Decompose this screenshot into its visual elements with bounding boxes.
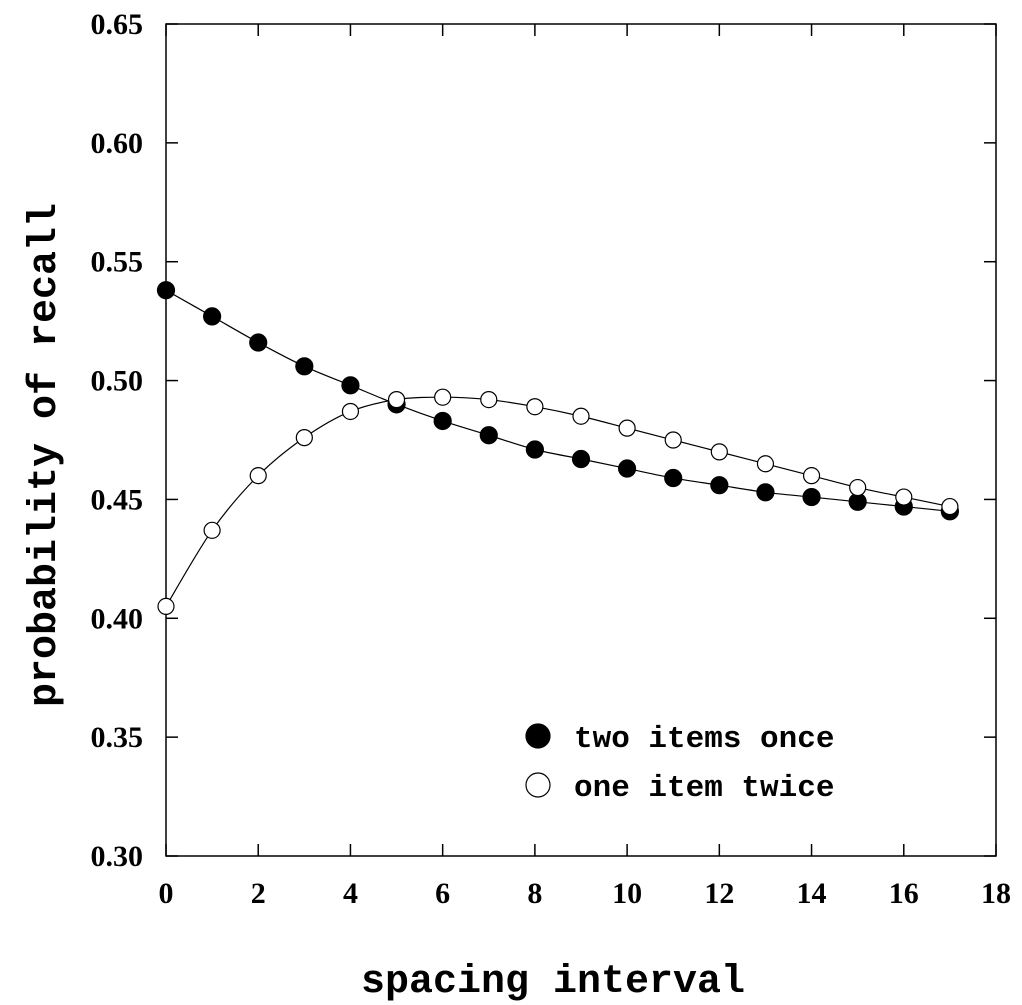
legend-marker-open bbox=[525, 772, 551, 798]
plot-frame bbox=[165, 23, 997, 857]
x-axis-ticks: 0 2 4 6 8 10 12 14 16 18 bbox=[159, 24, 1011, 910]
data-point-filled bbox=[156, 281, 176, 300]
data-point-open bbox=[895, 488, 913, 506]
y-tick-label: 0.65 bbox=[91, 8, 144, 41]
x-tick-label: 10 bbox=[612, 877, 642, 910]
x-tick-label: 0 bbox=[159, 877, 174, 910]
data-point-open bbox=[341, 402, 360, 421]
data-point-filled bbox=[479, 426, 498, 445]
data-point-open bbox=[203, 521, 221, 539]
data-point-filled bbox=[710, 476, 729, 495]
data-point-filled bbox=[341, 376, 360, 395]
data-point-filled bbox=[249, 333, 268, 352]
x-tick-label: 18 bbox=[981, 877, 1011, 910]
data-point-open bbox=[756, 455, 775, 473]
data-point-filled bbox=[664, 468, 683, 488]
data-point-filled bbox=[802, 487, 821, 507]
series-line-one-item-twice bbox=[165, 396, 951, 607]
x-tick-label: 12 bbox=[704, 877, 734, 910]
y-tick-label: 0.45 bbox=[91, 483, 144, 516]
data-point-filled bbox=[203, 307, 222, 326]
y-tick-label: 0.55 bbox=[91, 246, 144, 279]
x-tick-label: 8 bbox=[527, 877, 542, 910]
data-point-filled bbox=[618, 459, 637, 478]
series-lines bbox=[165, 289, 951, 607]
series-line-two-items-once bbox=[165, 289, 950, 512]
y-tick-label: 0.50 bbox=[91, 365, 144, 398]
legend-label: one item twice bbox=[574, 771, 834, 806]
y-tick-label: 0.30 bbox=[91, 840, 144, 873]
data-point-filled bbox=[525, 440, 544, 459]
x-tick-label: 2 bbox=[251, 877, 266, 910]
data-point-filled bbox=[571, 449, 591, 469]
data-point-open bbox=[434, 388, 452, 406]
series-points bbox=[156, 281, 959, 616]
data-point-filled bbox=[295, 357, 314, 376]
y-tick-label: 0.60 bbox=[91, 127, 144, 160]
data-point-open bbox=[618, 419, 636, 437]
data-point-open bbox=[157, 597, 175, 616]
y-axis-title: probability of recall bbox=[23, 203, 68, 707]
x-tick-label: 16 bbox=[889, 877, 919, 910]
data-point-open bbox=[849, 478, 867, 497]
x-tick-label: 6 bbox=[435, 877, 450, 910]
y-axis-ticks: 0.30 0.35 0.40 0.45 0.50 0.55 0.60 0.65 bbox=[91, 8, 996, 873]
data-point-open bbox=[480, 390, 498, 409]
data-point-open bbox=[249, 467, 267, 485]
legend-marker-filled bbox=[525, 723, 551, 749]
x-tick-label: 4 bbox=[343, 877, 358, 910]
data-point-open bbox=[572, 407, 590, 425]
x-tick-label: 14 bbox=[797, 877, 827, 910]
x-axis-title: spacing interval bbox=[361, 960, 745, 1005]
data-point-open bbox=[526, 398, 544, 416]
data-point-filled bbox=[756, 483, 775, 502]
data-point-open bbox=[941, 497, 959, 516]
y-tick-label: 0.40 bbox=[91, 602, 144, 635]
legend-label: two items once bbox=[574, 722, 834, 757]
y-tick-label: 0.35 bbox=[91, 721, 144, 754]
data-point-open bbox=[802, 467, 821, 485]
legend: two items once one item twice bbox=[525, 722, 834, 806]
data-point-open bbox=[295, 429, 313, 447]
data-point-open bbox=[664, 431, 682, 449]
data-point-filled bbox=[433, 411, 452, 431]
data-point-open bbox=[710, 443, 728, 461]
data-point-open bbox=[387, 390, 406, 409]
